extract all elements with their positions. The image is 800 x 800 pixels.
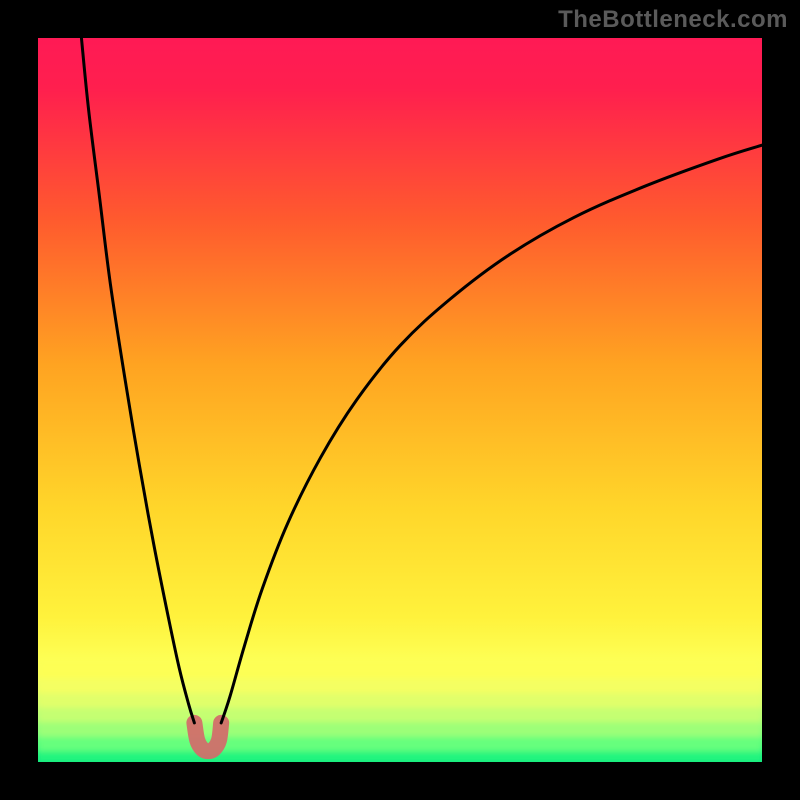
plot-area bbox=[38, 38, 762, 762]
bottleneck-curve bbox=[38, 38, 762, 762]
watermark-text: TheBottleneck.com bbox=[558, 6, 788, 34]
chart-frame: TheBottleneck.com bbox=[0, 0, 800, 800]
